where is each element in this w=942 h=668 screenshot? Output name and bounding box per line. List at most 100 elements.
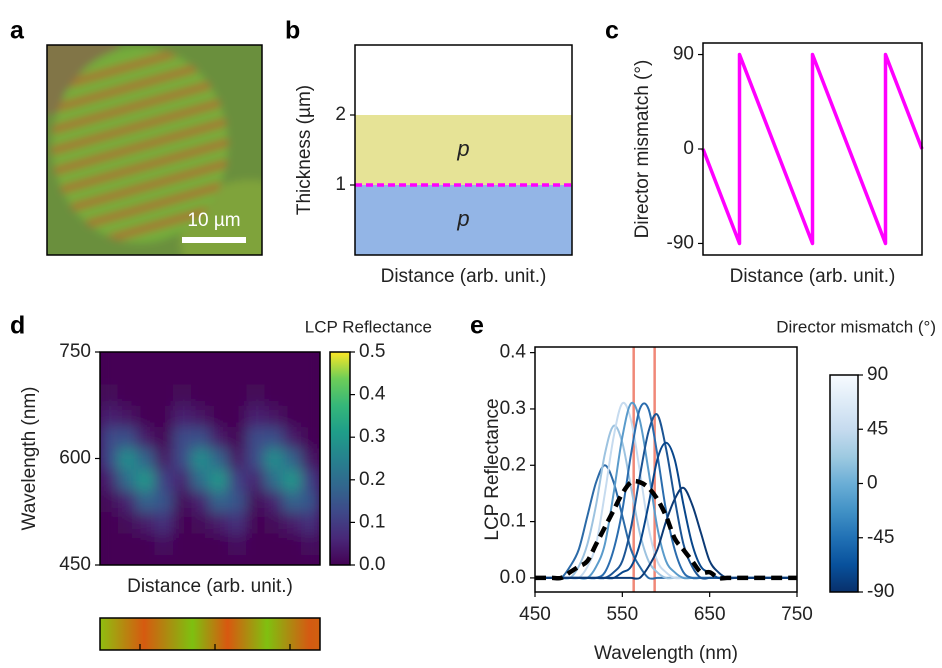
heatmap-cell [301, 511, 320, 534]
heatmap-cell [100, 362, 119, 385]
data-line [701, 52, 924, 246]
heatmap-cell [209, 447, 229, 470]
y-tick-label: 450 [59, 554, 91, 575]
heatmap-cell [100, 404, 119, 428]
data-line [535, 486, 797, 580]
heatmap-cell [246, 426, 266, 449]
y-tick-label: 0 [683, 138, 694, 159]
heatmap-cell [246, 489, 266, 513]
axes-frame [354, 44, 573, 256]
colorbar-tick-label: 0.0 [359, 554, 385, 575]
heatmap-cell [209, 532, 229, 555]
heatmap-cell [100, 447, 119, 470]
heatmap-cell [264, 468, 284, 491]
heatmap-cell [117, 362, 138, 385]
heatmap-clip [100, 352, 320, 565]
heatmap-cell [227, 352, 248, 364]
heatmap-cell [209, 404, 229, 428]
heatmap-cell [246, 511, 266, 534]
panel-label: e [470, 312, 484, 340]
heatmap-cell [301, 553, 320, 565]
heatmap-cell [136, 553, 156, 565]
heatmap-cell [172, 426, 193, 449]
heatmap-cell [246, 383, 266, 406]
heatmap-cell [191, 362, 211, 385]
colorbar-tick-label: 0.1 [359, 511, 385, 532]
heatmap-cell [117, 489, 138, 513]
heatmap-cell [227, 511, 248, 534]
heatmap-cell [191, 352, 211, 364]
panel-label: c [605, 17, 619, 45]
y-tick-label: 1 [335, 174, 346, 195]
heatmap-cell [301, 362, 320, 385]
heatmap-cell [264, 511, 284, 534]
heatmap-cell [282, 468, 303, 491]
heatmap-cell [100, 553, 119, 565]
heatmap-cell [191, 532, 211, 555]
heatmap-cell [227, 468, 248, 491]
heatmap-cell [209, 426, 229, 449]
colorbar-tick-label: -45 [867, 527, 894, 548]
heatmap-cell [264, 447, 284, 470]
heatmap-cell [209, 511, 229, 534]
heatmap-cell [136, 468, 156, 491]
heatmap-cell [282, 426, 303, 449]
y-tick-label: 0.0 [500, 567, 526, 588]
y-axis-label: Wavelength (nm) [19, 387, 40, 531]
colorbar-label: LCP Reflectance [305, 317, 432, 336]
heatmap-cell [264, 426, 284, 449]
heatmap-cell [301, 383, 320, 406]
colorbar [329, 351, 351, 566]
heatmap-cell [100, 468, 119, 491]
heatmap-cell [264, 383, 284, 406]
data-line [535, 401, 797, 580]
y-tick-label: 2 [335, 104, 346, 125]
y-tick-label: 0.3 [500, 398, 526, 419]
micrograph [47, 45, 262, 255]
heatmap-cell [282, 352, 303, 364]
heatmap-cell [100, 426, 119, 449]
heatmap-cell [136, 532, 156, 555]
heatmap-cell [117, 511, 138, 534]
heatmap-cell [154, 383, 174, 406]
heatmap-cell [172, 553, 193, 565]
heatmap-cell [209, 362, 229, 385]
heatmap-cell [282, 383, 303, 406]
layer-label: p [456, 136, 469, 161]
y-tick-label: 0.2 [500, 454, 526, 475]
heatmap-cell [154, 468, 174, 491]
heatmap-cell [301, 468, 320, 491]
heatmap-cell [282, 404, 303, 428]
x-axis-label: Wavelength (nm) [594, 643, 738, 664]
scale-bar-label: 10 µm [187, 210, 240, 231]
heatmap-cell [117, 553, 138, 565]
heatmap-cell [100, 352, 119, 364]
heatmap-cell [264, 489, 284, 513]
x-axis-label: Distance (arb. unit.) [730, 266, 896, 287]
heatmap-cell [172, 489, 193, 513]
heatmap-cell [227, 532, 248, 555]
heatmap-cell [301, 532, 320, 555]
heatmap-cell [154, 362, 174, 385]
heatmap-cell [227, 362, 248, 385]
heatmap-cell [172, 532, 193, 555]
heatmap-cell [136, 511, 156, 534]
heatmap-cell [191, 511, 211, 534]
color-strip [99, 617, 321, 651]
colorbar-tick-label: 0.2 [359, 469, 385, 490]
heatmap-cell [301, 404, 320, 428]
heatmap-cell [136, 489, 156, 513]
heatmap-cell [191, 489, 211, 513]
heatmap-cell [191, 468, 211, 491]
data-line [535, 478, 797, 581]
heatmap-cell [301, 426, 320, 449]
y-tick-label: 0.1 [500, 511, 526, 532]
heatmap-cell [154, 489, 174, 513]
heatmap-cell [136, 362, 156, 385]
heatmap-cell [136, 404, 156, 428]
heatmap-cell [246, 447, 266, 470]
heatmap-cell [154, 352, 174, 364]
colorbar-tick-label: 0.5 [359, 341, 385, 362]
data-line [535, 413, 797, 580]
